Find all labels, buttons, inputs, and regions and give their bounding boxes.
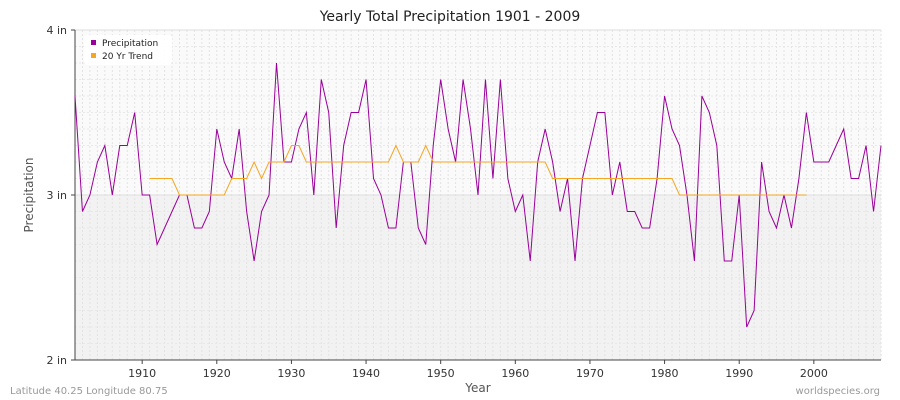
x-tick-label: 1920 bbox=[203, 367, 231, 380]
x-tick-label: 1930 bbox=[277, 367, 305, 380]
footer-location: Latitude 40.25 Longitude 80.75 bbox=[10, 386, 168, 397]
y-tick-label: 4 in bbox=[46, 24, 67, 37]
x-tick-label: 1950 bbox=[427, 367, 455, 380]
x-tick-label: 1940 bbox=[352, 367, 380, 380]
footer-credit: worldspecies.org bbox=[796, 386, 880, 397]
legend-label-precipitation: Precipitation bbox=[102, 39, 158, 49]
legend-swatch-precipitation bbox=[91, 40, 96, 45]
legend-box bbox=[84, 35, 172, 65]
precipitation-line bbox=[74, 62, 882, 328]
x-tick-label: 1960 bbox=[501, 367, 529, 380]
x-axis-label: Year bbox=[464, 381, 490, 395]
tick-labels: 2 in 3 in 4 in 1910 1920 1930 1940 1950 1960 1970… bbox=[46, 24, 827, 380]
y-tick-label: 3 in bbox=[46, 189, 67, 202]
chart-title: Yearly Total Precipitation 1901 - 2009 bbox=[319, 9, 581, 25]
legend-label-trend: 20 Yr Trend bbox=[102, 52, 153, 62]
x-tick-label: 2000 bbox=[800, 367, 828, 380]
x-tick-label: 1990 bbox=[725, 367, 753, 380]
legend: Precipitation 20 Yr Trend bbox=[84, 35, 172, 65]
x-tick-label: 1980 bbox=[651, 367, 679, 380]
trend-line bbox=[149, 144, 807, 196]
x-tick-label: 1910 bbox=[128, 367, 156, 380]
y-axis-label: Precipitation bbox=[22, 157, 36, 232]
legend-swatch-trend bbox=[91, 53, 96, 58]
y-tick-label: 2 in bbox=[46, 354, 67, 367]
x-tick-label: 1970 bbox=[576, 367, 604, 380]
